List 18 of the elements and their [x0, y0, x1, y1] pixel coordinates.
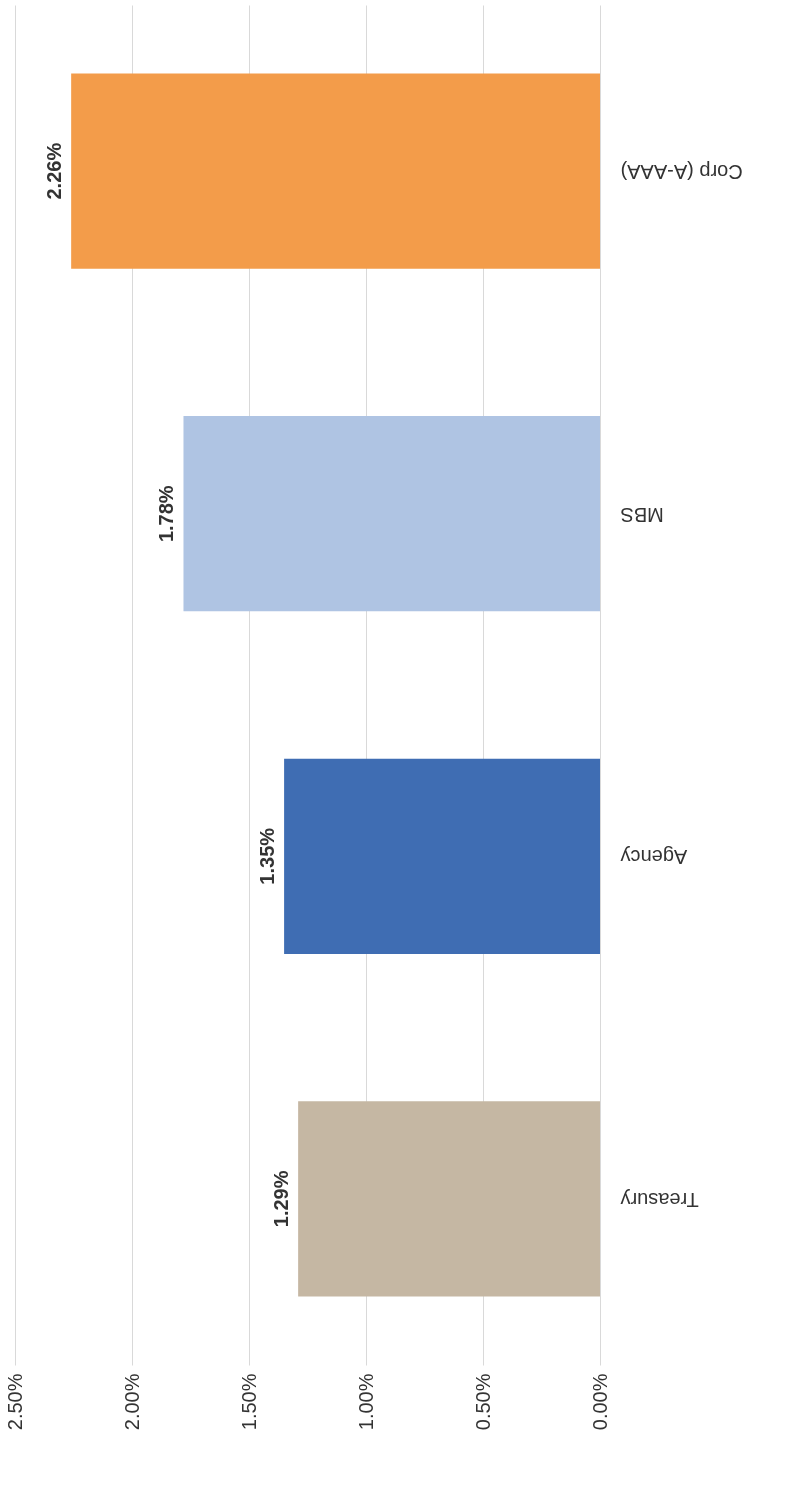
x-tick-label: 2.50%	[3, 1373, 26, 1431]
bar	[284, 758, 600, 954]
y-tick-label: Agency	[620, 846, 688, 869]
data-label: 1.78%	[155, 485, 178, 543]
y-tick-label: Treasury	[620, 1188, 699, 1211]
y-tick-label: MBS	[620, 503, 664, 526]
data-label: 1.35%	[256, 827, 279, 885]
x-tick-label: 1.00%	[354, 1373, 377, 1431]
y-tick-label: Corp (A-AAA)	[620, 161, 743, 184]
x-tick-label: 1.50%	[237, 1373, 260, 1431]
x-tick-label: 2.00%	[120, 1373, 143, 1431]
x-tick-label: 0.00%	[588, 1373, 611, 1431]
bar	[71, 73, 600, 269]
data-label: 2.26%	[43, 142, 66, 200]
x-tick-label: 0.50%	[471, 1373, 494, 1431]
bar	[183, 416, 600, 612]
bar	[298, 1101, 600, 1297]
data-label: 1.29%	[270, 1170, 293, 1228]
